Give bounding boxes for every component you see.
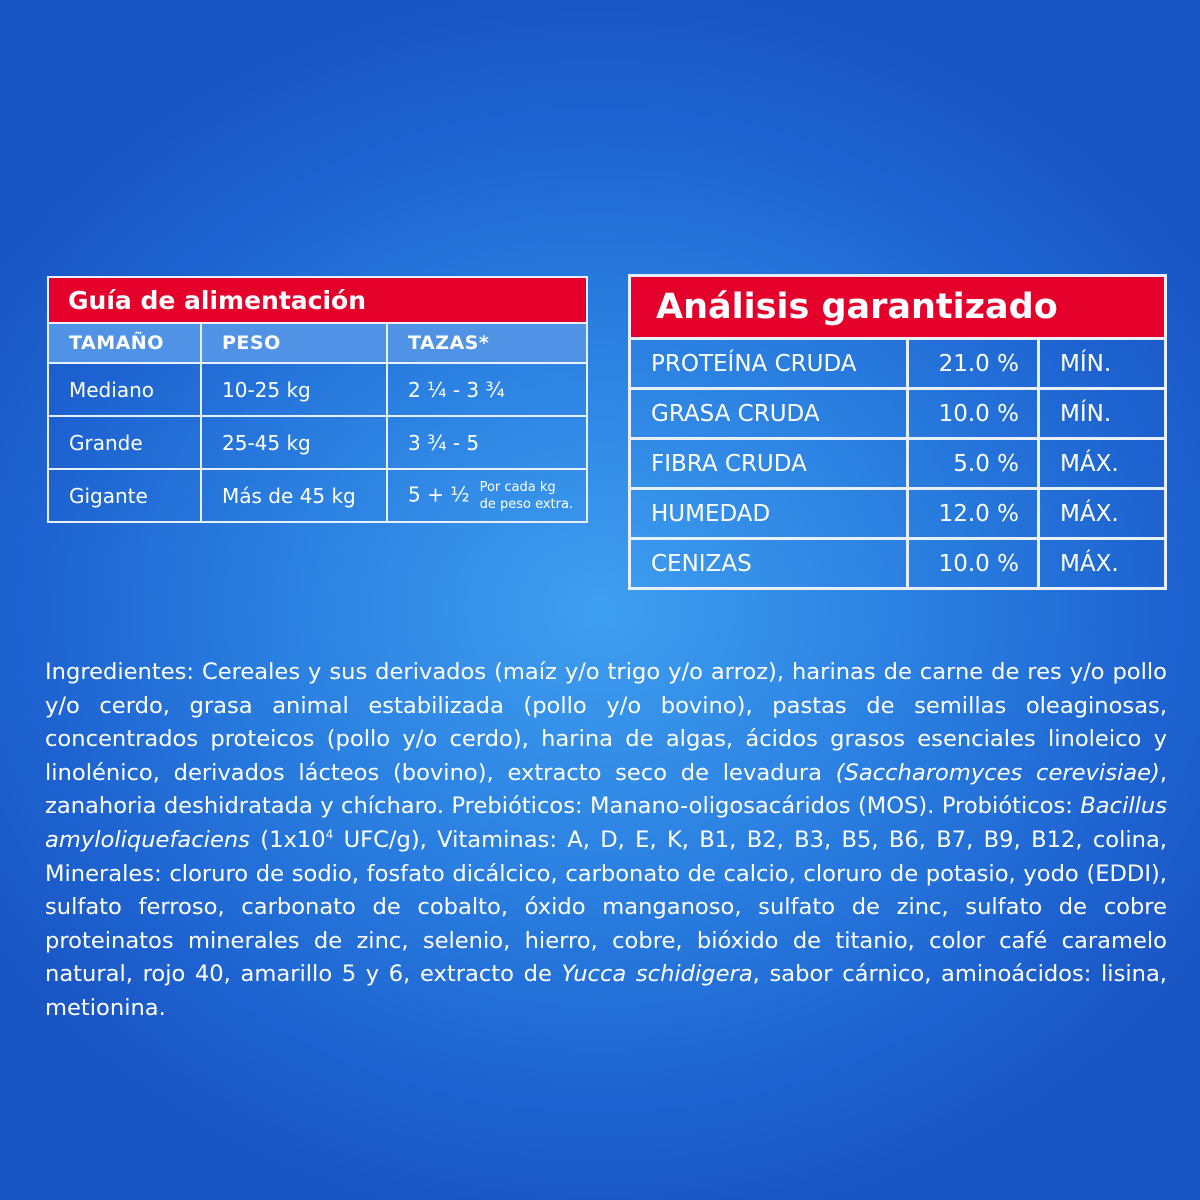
cups-cell: 5 + ½ Por cada kg de peso extra. xyxy=(386,468,588,523)
limit-cell: MÍN. xyxy=(1037,387,1167,440)
header-cups: TAZAS* xyxy=(386,322,588,364)
ingredients-text: , zanahoria deshidratada y chícharo. Pre… xyxy=(45,759,1167,820)
cups-cell: 2 ¼ - 3 ¾ xyxy=(386,362,588,417)
value-cell: 10.0 % xyxy=(906,387,1040,440)
ingredients-paragraph: Ingredientes: Cereales y sus derivados (… xyxy=(45,656,1167,1026)
ingredients-text: , sabor cárnico, aminoácidos: lisina, me… xyxy=(45,961,1167,1021)
table-row: CENIZAS 10.0 % MÁX. xyxy=(628,537,1167,590)
value-cell: 5.0 % xyxy=(906,437,1040,490)
nutrient-cell: FIBRA CRUDA xyxy=(628,437,909,490)
weight-cell: 10-25 kg xyxy=(200,362,388,417)
ingredients-text: (1x10 xyxy=(249,826,326,853)
nutrient-cell: PROTEÍNA CRUDA xyxy=(628,337,909,390)
ingredients-italic: Yucca schidigera xyxy=(561,961,753,988)
table-row: Gigante Más de 45 kg 5 + ½ Por cada kg de … xyxy=(47,468,588,523)
table-row: HUMEDAD 12.0 % MÁX. xyxy=(628,487,1167,540)
table-row: Grande 25-45 kg 3 ¾ - 5 xyxy=(47,415,588,470)
note-line: Por cada kg xyxy=(479,479,556,495)
limit-cell: MÍN. xyxy=(1037,337,1167,390)
size-cell: Grande xyxy=(47,415,202,470)
header-weight: PESO xyxy=(200,322,388,364)
header-size: TAMAÑO xyxy=(47,322,202,364)
nutrient-cell: CENIZAS xyxy=(628,537,909,590)
limit-cell: MÁX. xyxy=(1037,437,1167,490)
extra-weight-note: Por cada kg de peso extra. xyxy=(480,479,574,513)
weight-cell: 25-45 kg xyxy=(200,415,388,470)
ingredients-text: Ingredientes: Cereales y sus derivados (… xyxy=(45,659,1167,786)
nutrient-cell: GRASA CRUDA xyxy=(628,387,909,440)
limit-cell: MÁX. xyxy=(1037,487,1167,540)
value-cell: 10.0 % xyxy=(906,537,1040,590)
feeding-guide-table: Guía de alimentación TAMAÑO PESO TAZAS* … xyxy=(47,276,588,523)
table-row: GRASA CRUDA 10.0 % MÍN. xyxy=(628,387,1167,440)
limit-cell: MÁX. xyxy=(1037,537,1167,590)
value-cell: 21.0 % xyxy=(906,337,1040,390)
value-cell: 12.0 % xyxy=(906,487,1040,540)
table-row: PROTEÍNA CRUDA 21.0 % MÍN. xyxy=(628,337,1167,390)
ingredients-italic: Bacillus amyloliquefaciens xyxy=(45,793,1167,853)
table-row: FIBRA CRUDA 5.0 % MÁX. xyxy=(628,437,1167,490)
ingredients-superscript: 4 xyxy=(325,827,334,842)
cups-cell: 3 ¾ - 5 xyxy=(386,415,588,470)
ingredients-text: UFC/g), Vitaminas: A, D, E, K, B1, B2, B… xyxy=(45,826,1167,988)
note-line: de peso extra. xyxy=(479,496,574,512)
nutrient-cell: HUMEDAD xyxy=(628,487,909,540)
analysis-title: Análisis garantizado xyxy=(628,274,1167,340)
cups-value: 5 + ½ xyxy=(408,482,470,506)
feeding-guide-title: Guía de alimentación xyxy=(47,276,588,324)
guaranteed-analysis-table: Análisis garantizado PROTEÍNA CRUDA 21.0 … xyxy=(628,274,1167,590)
weight-cell: Más de 45 kg xyxy=(200,468,388,523)
size-cell: Mediano xyxy=(47,362,202,417)
size-cell: Gigante xyxy=(47,468,202,523)
table-row: Mediano 10-25 kg 2 ¼ - 3 ¾ xyxy=(47,362,588,417)
ingredients-italic: (Saccharomyces cerevisiae) xyxy=(835,759,1160,786)
